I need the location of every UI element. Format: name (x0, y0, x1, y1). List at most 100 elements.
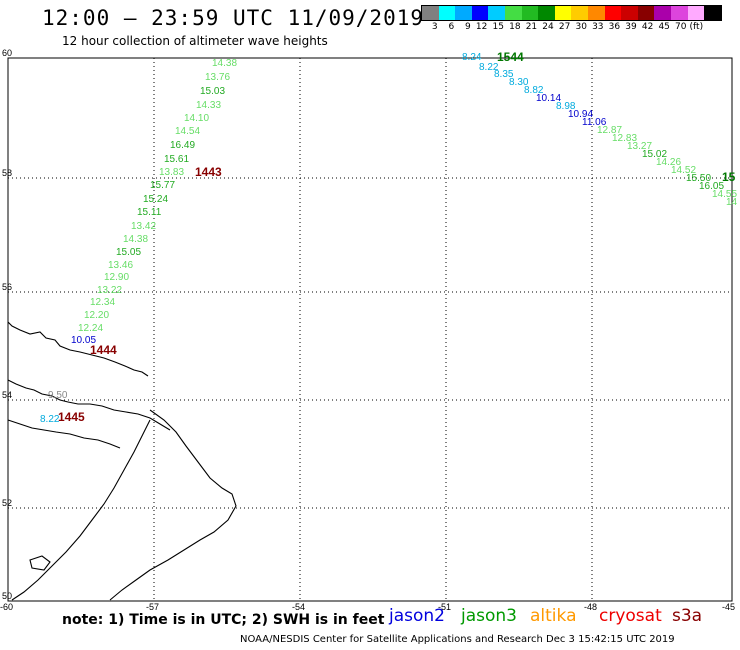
swh-value-label: 12.87 (597, 125, 622, 136)
swh-value-label: 10.94 (568, 109, 593, 120)
swh-value-label: 15.05 (116, 247, 141, 258)
scale-label: 18 (509, 22, 521, 32)
scale-label: 9 (465, 22, 471, 32)
coastline-north-shore (7, 419, 121, 449)
axis-labels: 60 58 56 54 52 50-60 -57 -54 -51 -48 -45 (0, 48, 735, 612)
scale-label: 30 (575, 22, 587, 32)
scale-swatch (521, 6, 539, 20)
map-frame (7, 57, 733, 602)
swh-value-label: 12.34 (90, 297, 115, 308)
legend-s3a: s3a (672, 606, 703, 626)
scale-label: 33 (592, 22, 604, 32)
swh-value-label: 8.35 (494, 69, 514, 80)
pass-time-label: 1445 (58, 410, 85, 424)
scale-swatch (471, 6, 489, 20)
swh-value-label: 13.46 (108, 260, 133, 271)
swh-value-label: 15.03 (200, 86, 225, 97)
color-scale-boxes (421, 5, 722, 21)
scale-label: 45 (658, 22, 670, 32)
legend-cryosat: cryosat (599, 606, 662, 626)
scale-label: (ft) (689, 22, 704, 32)
pass-time-labels: 1544 1443 1444 1445 15 (58, 50, 736, 424)
swh-value-label: 13.27 (627, 141, 652, 152)
scale-label: 36 (608, 22, 621, 32)
swh-value-label: 15.77 (150, 180, 175, 191)
scale-swatch (621, 6, 638, 20)
lon-label: -45 (722, 602, 735, 612)
lon-label: -57 (146, 602, 159, 612)
swh-value-label: 12.90 (104, 272, 129, 283)
scale-swatch (654, 6, 671, 20)
scale-label: 15 (492, 22, 504, 32)
lon-label: -51 (438, 602, 451, 612)
scale-label: 12 (475, 22, 488, 32)
lat-label: 56 (2, 282, 12, 292)
swh-value-label: 14 (726, 197, 738, 208)
swh-value-label: 8.24 (462, 52, 482, 63)
scale-swatch (604, 6, 622, 20)
swh-value-label: 16.05 (699, 181, 724, 192)
swh-value-label: 14.26 (656, 157, 681, 168)
swh-value-label: 12.20 (84, 310, 109, 321)
scale-swatch (554, 6, 572, 20)
swh-value-label: 9.50 (48, 390, 68, 401)
swh-value-label: 10.14 (536, 93, 561, 104)
scale-swatch (670, 6, 688, 20)
swh-value-label: 14.55 (712, 189, 737, 200)
swh-value-label: 14.38 (212, 58, 237, 69)
scale-swatch (455, 6, 472, 20)
pass-time-label: 1443 (195, 165, 222, 179)
swh-value-label: 13.22 (97, 285, 122, 296)
scale-swatch (538, 6, 555, 20)
lat-label: 60 (2, 48, 12, 58)
lon-label: -54 (292, 602, 305, 612)
swh-value-label: 14.52 (671, 165, 696, 176)
scale-swatch (637, 6, 655, 20)
coastline-labrador-south (7, 379, 171, 431)
swh-labels: 14.38 13.76 15.03 14.33 14.10 14.54 16.49 15.61… (40, 52, 738, 425)
scale-swatch (488, 6, 505, 20)
wave-height-color-scale: 3 6 9 12 15 18 21 24 27 30 33 36 39 42 45 70 (ft) (421, 5, 722, 32)
swh-value-label: 15.02 (642, 149, 667, 160)
pass-time-label: 1444 (90, 343, 117, 357)
swh-value-label: 8.82 (524, 85, 544, 96)
scale-label: 27 (558, 22, 571, 32)
pass-time-label: 15 (722, 170, 736, 184)
scale-label: 6 (448, 22, 455, 32)
swh-value-label: 8.22 (479, 62, 499, 73)
scale-swatch (504, 6, 522, 20)
swh-value-label: 15.50 (686, 173, 711, 184)
swh-value-label: 13.42 (131, 221, 156, 232)
coastline-island (29, 555, 51, 571)
swh-value-label: 14.54 (175, 126, 200, 137)
scale-label: 42 (641, 22, 654, 32)
swh-value-label: 12.83 (612, 133, 637, 144)
swh-value-label: 8.98 (556, 101, 576, 112)
credit-line: NOAA/NESDIS Center for Satellite Applica… (240, 634, 675, 645)
lat-label: 50 (2, 591, 12, 601)
swh-value-label: 15.24 (143, 194, 168, 205)
swh-value-label: 16.49 (170, 140, 195, 151)
swh-value-label: 13.83 (159, 167, 184, 178)
swh-value-label: 10.05 (71, 335, 96, 346)
scale-swatch (687, 6, 705, 20)
swh-value-label: 12.24 (78, 323, 103, 334)
coastline-newfoundland (109, 409, 237, 601)
legend-jason2: jason2 (389, 606, 445, 626)
swh-value-label: 11.06 (582, 117, 607, 128)
coastline (7, 321, 237, 601)
scale-label: 70 (675, 22, 687, 32)
swh-value-label: 14.33 (196, 100, 221, 111)
swh-value-label: 8.22 (40, 414, 60, 425)
lon-label: -48 (584, 602, 597, 612)
swh-value-label: 15.61 (164, 154, 189, 165)
coastline-west-newfoundland (11, 419, 151, 601)
swh-value-label: 13.76 (205, 72, 230, 83)
swh-value-label: 14.38 (123, 234, 148, 245)
scale-label: 24 (542, 22, 554, 32)
scale-swatch (438, 6, 456, 20)
scale-label: 21 (525, 22, 538, 32)
page-subtitle: 12 hour collection of altimeter wave hei… (62, 34, 328, 48)
scale-swatch (587, 6, 605, 20)
